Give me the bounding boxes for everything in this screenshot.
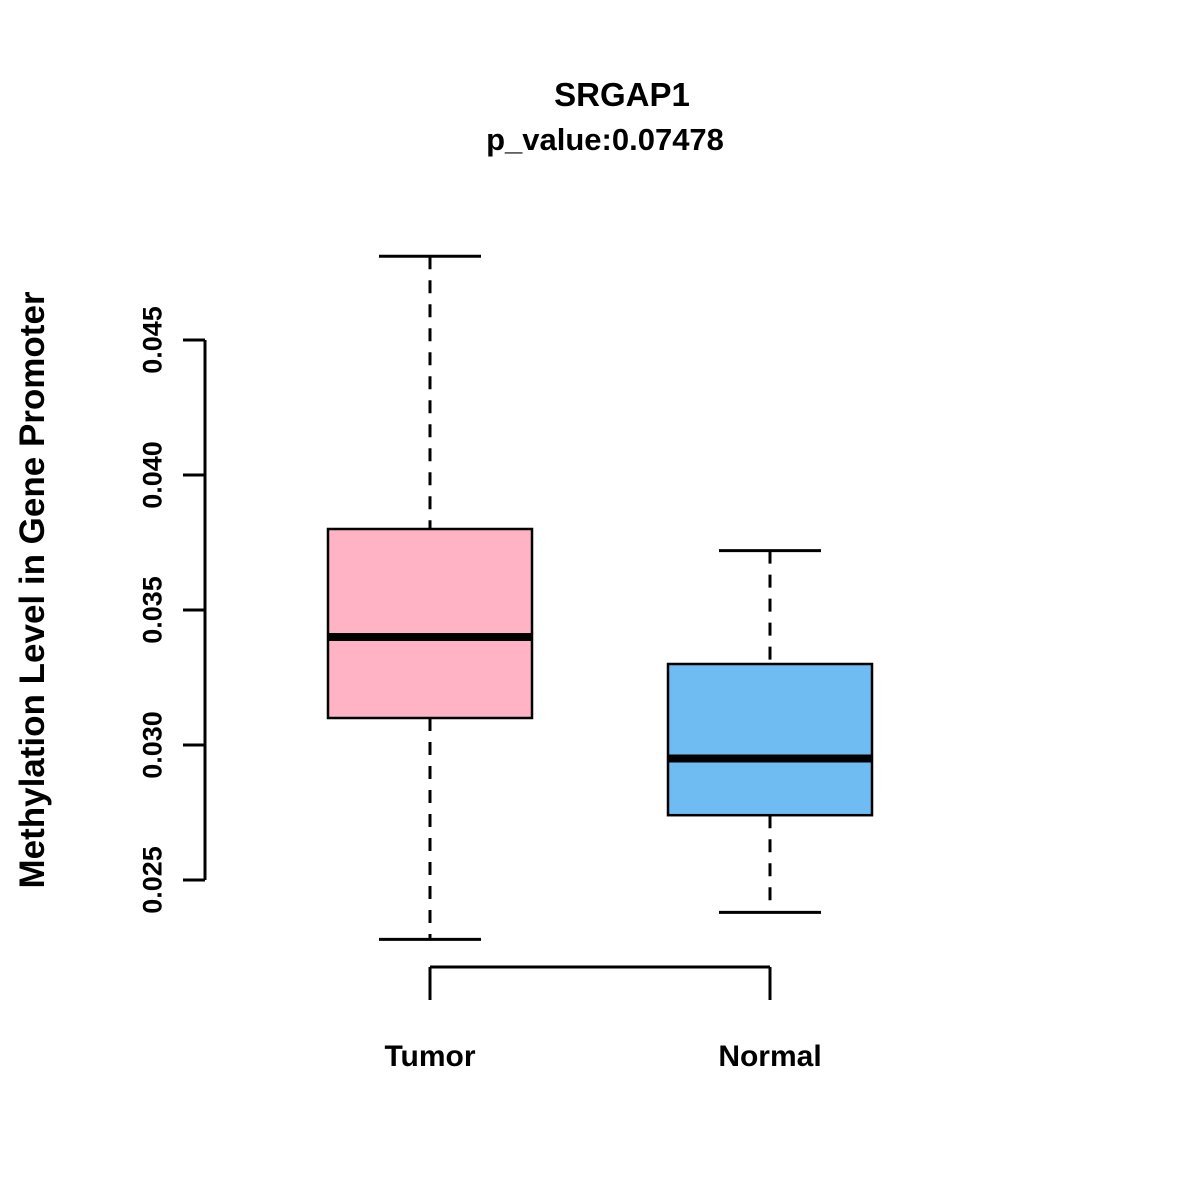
- x-category-label-tumor: Tumor: [384, 1040, 476, 1073]
- y-tick-label-0045: 0.045: [137, 306, 168, 374]
- x-category-label-normal: Normal: [718, 1040, 822, 1073]
- chart-title: SRGAP1: [554, 76, 690, 113]
- y-axis-label: Methylation Level in Gene Promoter: [13, 291, 52, 889]
- tumor-iqr-box: [326, 527, 534, 720]
- y-tick-label-0040: 0.040: [137, 441, 168, 509]
- normal-iqr-box: [666, 662, 874, 817]
- y-tick-label-0025: 0.025: [137, 846, 168, 914]
- y-tick-label-0030: 0.030: [137, 711, 168, 779]
- y-tick-label-0035: 0.035: [137, 576, 168, 644]
- chart-subtitle: p_value:0.07478: [486, 122, 724, 157]
